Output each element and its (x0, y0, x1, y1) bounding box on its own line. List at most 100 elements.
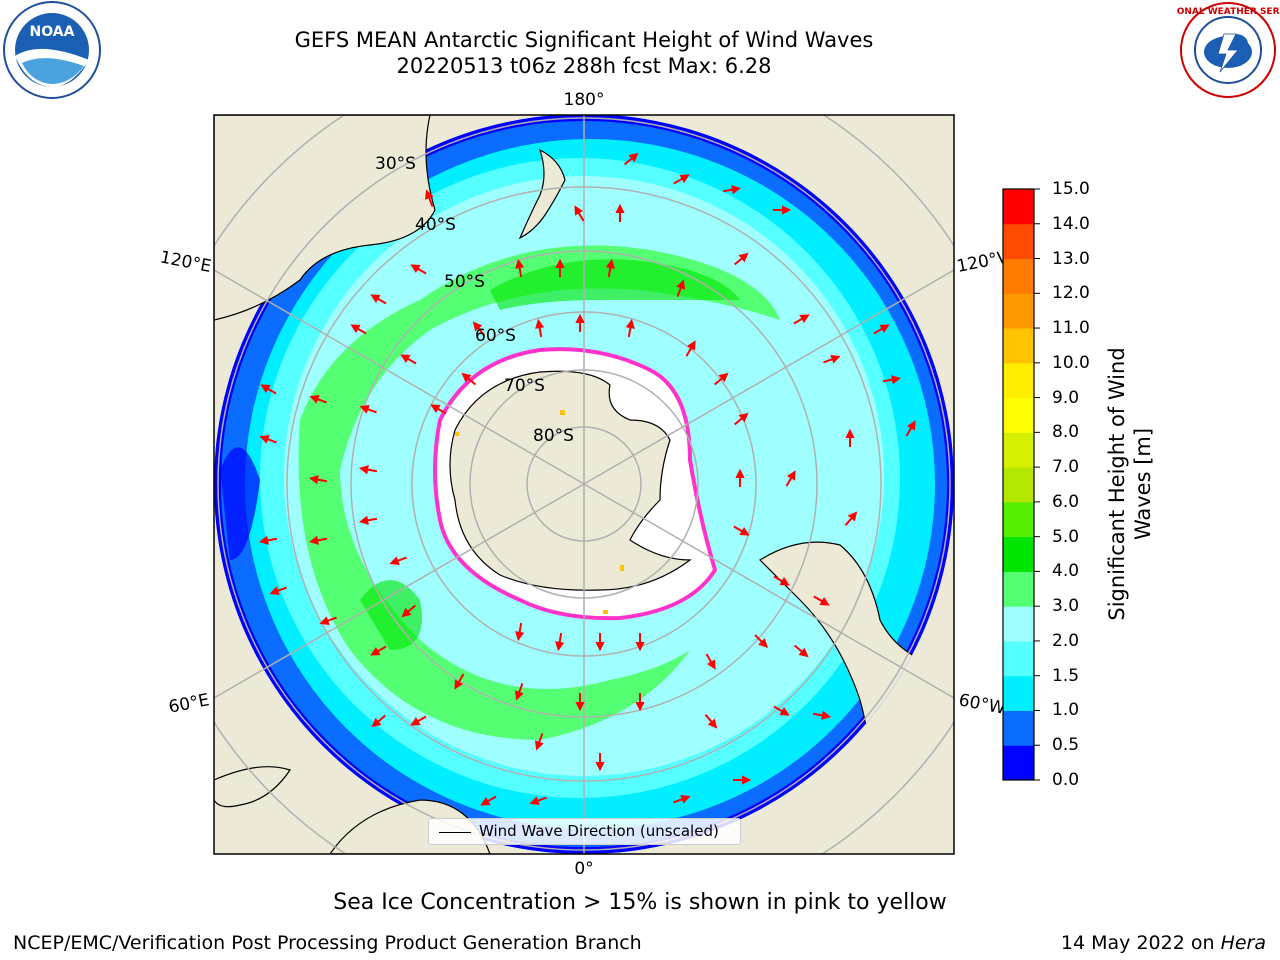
colorbar-tick-label: 7.0 (1052, 457, 1080, 478)
wave-arrow (575, 313, 585, 332)
wave-arrow (515, 258, 525, 278)
legend-line-sample (439, 832, 471, 833)
wave-arrow (370, 645, 387, 656)
colorbar-frame (1002, 188, 1035, 781)
colorbar-tick-label: 9.0 (1052, 387, 1080, 408)
graticule (214, 115, 954, 854)
wave-arrow (773, 575, 790, 586)
wave-arrow (813, 595, 830, 606)
colorbar-tick-label: 8.0 (1052, 422, 1080, 443)
madagascar (214, 766, 291, 808)
lat-label-60s: 60°S (475, 326, 516, 346)
wave-arrow (793, 644, 809, 658)
colorbar-segment (1003, 293, 1034, 329)
colorbar-tick-label: 1.5 (1052, 665, 1080, 686)
legend-label: Wind Wave Direction (unscaled) (479, 822, 719, 840)
wave-arrow (873, 324, 890, 335)
wave-arrow (461, 372, 477, 386)
wave-arrow (410, 264, 427, 275)
colorbar-segment (1003, 640, 1034, 677)
wave-arrow (625, 318, 635, 338)
colorbar-tick-label: 10.0 (1052, 352, 1090, 373)
colorbar-segment (1003, 571, 1034, 607)
lat-label-40s: 40°S (415, 215, 456, 235)
wave-arrow (882, 375, 902, 385)
wave-arrow (555, 258, 565, 277)
wave-arrow (605, 258, 615, 278)
wave-arrow (595, 633, 605, 652)
chart-title: GEFS MEAN Antarctic Significant Height o… (294, 28, 874, 52)
lat-label-30s: 30°S (375, 154, 416, 174)
wave-arrow (400, 354, 417, 365)
wave-arrow (595, 753, 605, 772)
wind-wave-arrows (258, 152, 916, 806)
wave-arrow (773, 205, 792, 215)
colorbar-segment (1003, 397, 1034, 433)
wave-arrow (269, 586, 287, 596)
wave-arrow (401, 604, 417, 618)
lat-label-80s: 80°S (533, 426, 574, 446)
colorbar-tick-label: 12.0 (1052, 283, 1090, 304)
wave-height-field (214, 115, 954, 854)
colorbar-segment (1003, 606, 1034, 642)
wave-arrow (673, 174, 690, 185)
wave-arrow (733, 525, 750, 536)
wave-arrow (371, 714, 387, 728)
colorbar-label-line1: Significant Height of Wind (1105, 347, 1129, 620)
colorbar-tick-label: 0.0 (1052, 770, 1080, 790)
footer-date: 14 May 2022 on Hera (1061, 932, 1266, 954)
wave-arrow (258, 535, 278, 545)
wave-arrow (823, 354, 841, 364)
colorbar-segment (1003, 328, 1034, 364)
wave-arrow (308, 475, 328, 485)
colorbar-segment (1003, 189, 1034, 225)
footer-host: Hera (1220, 932, 1266, 954)
colorbar-label-line2: Waves [m] (1131, 428, 1155, 540)
colorbar-segment (1003, 258, 1034, 294)
lon-label-120e: 120°E (158, 247, 213, 276)
wave-arrow (635, 633, 645, 652)
wave-arrow (793, 314, 810, 325)
wave-arrow (515, 622, 525, 642)
colorbar-segment (1003, 501, 1034, 538)
wave-arrow (773, 705, 790, 716)
footer-credit: NCEP/EMC/Verification Post Processing Pr… (13, 932, 642, 954)
wave-arrow (673, 794, 691, 804)
colorbar-segment (1003, 745, 1034, 781)
wave-arrow (635, 693, 645, 712)
nws-logo: NATIONAL WEATHER SERVICE (1176, 2, 1280, 98)
wave-arrow (259, 434, 277, 444)
footer-date-text: 14 May 2022 on (1060, 932, 1215, 954)
wave-arrow (844, 511, 858, 527)
colorbar-segment (1003, 223, 1034, 260)
wave-arrow (410, 715, 427, 726)
nws-logo-text: NATIONAL WEATHER SERVICE (1176, 7, 1280, 17)
wave-arrow (574, 205, 585, 222)
colorbar-tick-label: 13.0 (1052, 248, 1090, 269)
wave-arrow (309, 394, 327, 404)
wave-arrow (350, 324, 367, 335)
colorbar-tick-label: 5.0 (1052, 526, 1080, 547)
colorbar-tick-label: 6.0 (1052, 491, 1080, 512)
lon-label-180: 180° (564, 90, 605, 110)
wave-arrow (358, 465, 378, 475)
wave-arrow (424, 189, 434, 207)
wave-arrow (370, 294, 387, 305)
lon-label-0: 0° (574, 859, 593, 879)
noaa-logo: NOAA (3, 1, 101, 99)
colorbar-tick-label: 14.0 (1052, 213, 1090, 234)
wave-arrow (735, 468, 745, 487)
wave-arrow (529, 796, 547, 806)
colorbar-tick-label: 3.0 (1052, 596, 1080, 617)
map-frame (213, 114, 955, 855)
colorbar-segment (1003, 710, 1034, 746)
colorbar-tick-label: 0.5 (1052, 735, 1080, 756)
wave-arrow (260, 384, 277, 395)
wave-arrow (905, 420, 916, 437)
wave-arrow (676, 279, 686, 297)
wave-arrow (733, 412, 749, 426)
lon-label-60e: 60°E (167, 690, 211, 717)
wave-arrow (722, 185, 742, 195)
wave-arrow (389, 556, 407, 566)
